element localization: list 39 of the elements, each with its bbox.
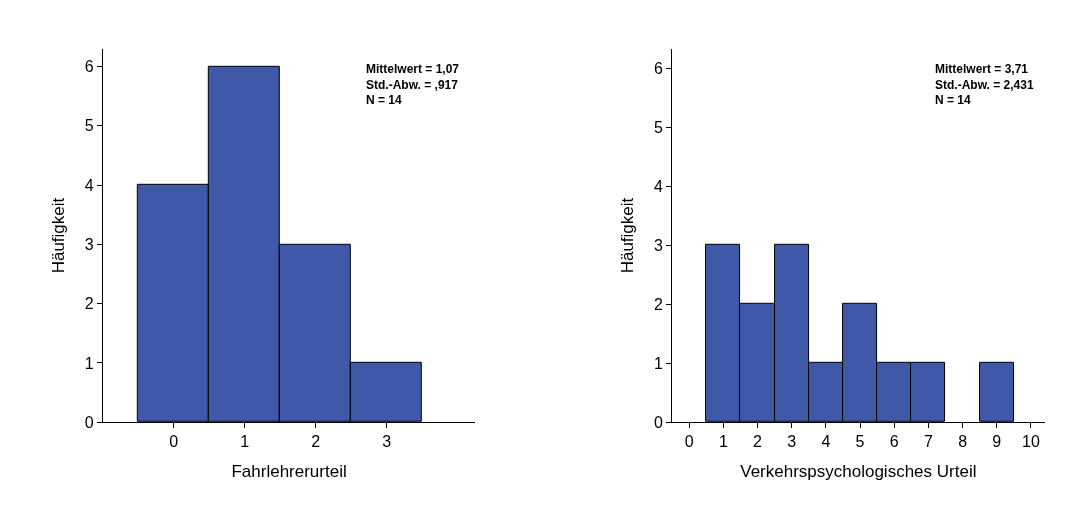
- annotation: Mittelwert = 1,07: [366, 62, 460, 76]
- annotation: N = 14: [935, 93, 972, 108]
- annotation: N = 14: [366, 93, 403, 108]
- y-tick-label: 5: [653, 118, 663, 136]
- y-tick-label: 4: [653, 177, 663, 195]
- y-tick-label: 3: [653, 236, 663, 254]
- x-tick-label: 3: [382, 433, 392, 451]
- x-tick-label: 8: [958, 433, 968, 451]
- y-tick-label: 2: [653, 295, 663, 313]
- y-tick-label: 0: [653, 413, 663, 431]
- x-tick-label: 1: [718, 433, 728, 451]
- annotation: Std.-Abw. = ,917: [366, 77, 459, 92]
- y-tick-label: 4: [84, 176, 94, 194]
- x-tick-label: 2: [311, 433, 321, 451]
- y-axis-title: Häufigkeit: [618, 197, 638, 274]
- annotation: Std.-Abw. = 2,431: [935, 77, 1034, 92]
- y-tick-label: 6: [653, 59, 663, 77]
- y-axis-title: Häufigkeit: [49, 197, 69, 274]
- x-tick-label: 1: [240, 433, 250, 451]
- x-tick-label: 7: [923, 433, 933, 451]
- x-tick-label: 6: [889, 433, 899, 451]
- x-tick-label: 3: [787, 433, 797, 451]
- y-tick-label: 3: [84, 236, 94, 254]
- y-tick-label: 2: [84, 295, 94, 313]
- annotation: Mittelwert = 3,71: [935, 62, 1029, 76]
- x-axis-title: Verkehrspsychologisches Urteil: [740, 461, 977, 481]
- x-tick-label: 10: [1022, 433, 1040, 451]
- x-tick-label: 0: [169, 433, 179, 451]
- x-tick-label: 4: [821, 433, 831, 451]
- y-tick-label: 6: [84, 58, 94, 76]
- x-axis-title: Fahrlehrerurteil: [231, 461, 347, 481]
- y-tick-label: 1: [653, 354, 663, 372]
- x-tick-label: 5: [855, 433, 865, 451]
- x-tick-label: 0: [684, 433, 694, 451]
- x-tick-label: 9: [992, 433, 1002, 451]
- y-tick-label: 1: [84, 354, 94, 372]
- y-tick-label: 0: [84, 413, 94, 431]
- x-tick-label: 2: [753, 433, 763, 451]
- y-tick-label: 5: [84, 117, 94, 135]
